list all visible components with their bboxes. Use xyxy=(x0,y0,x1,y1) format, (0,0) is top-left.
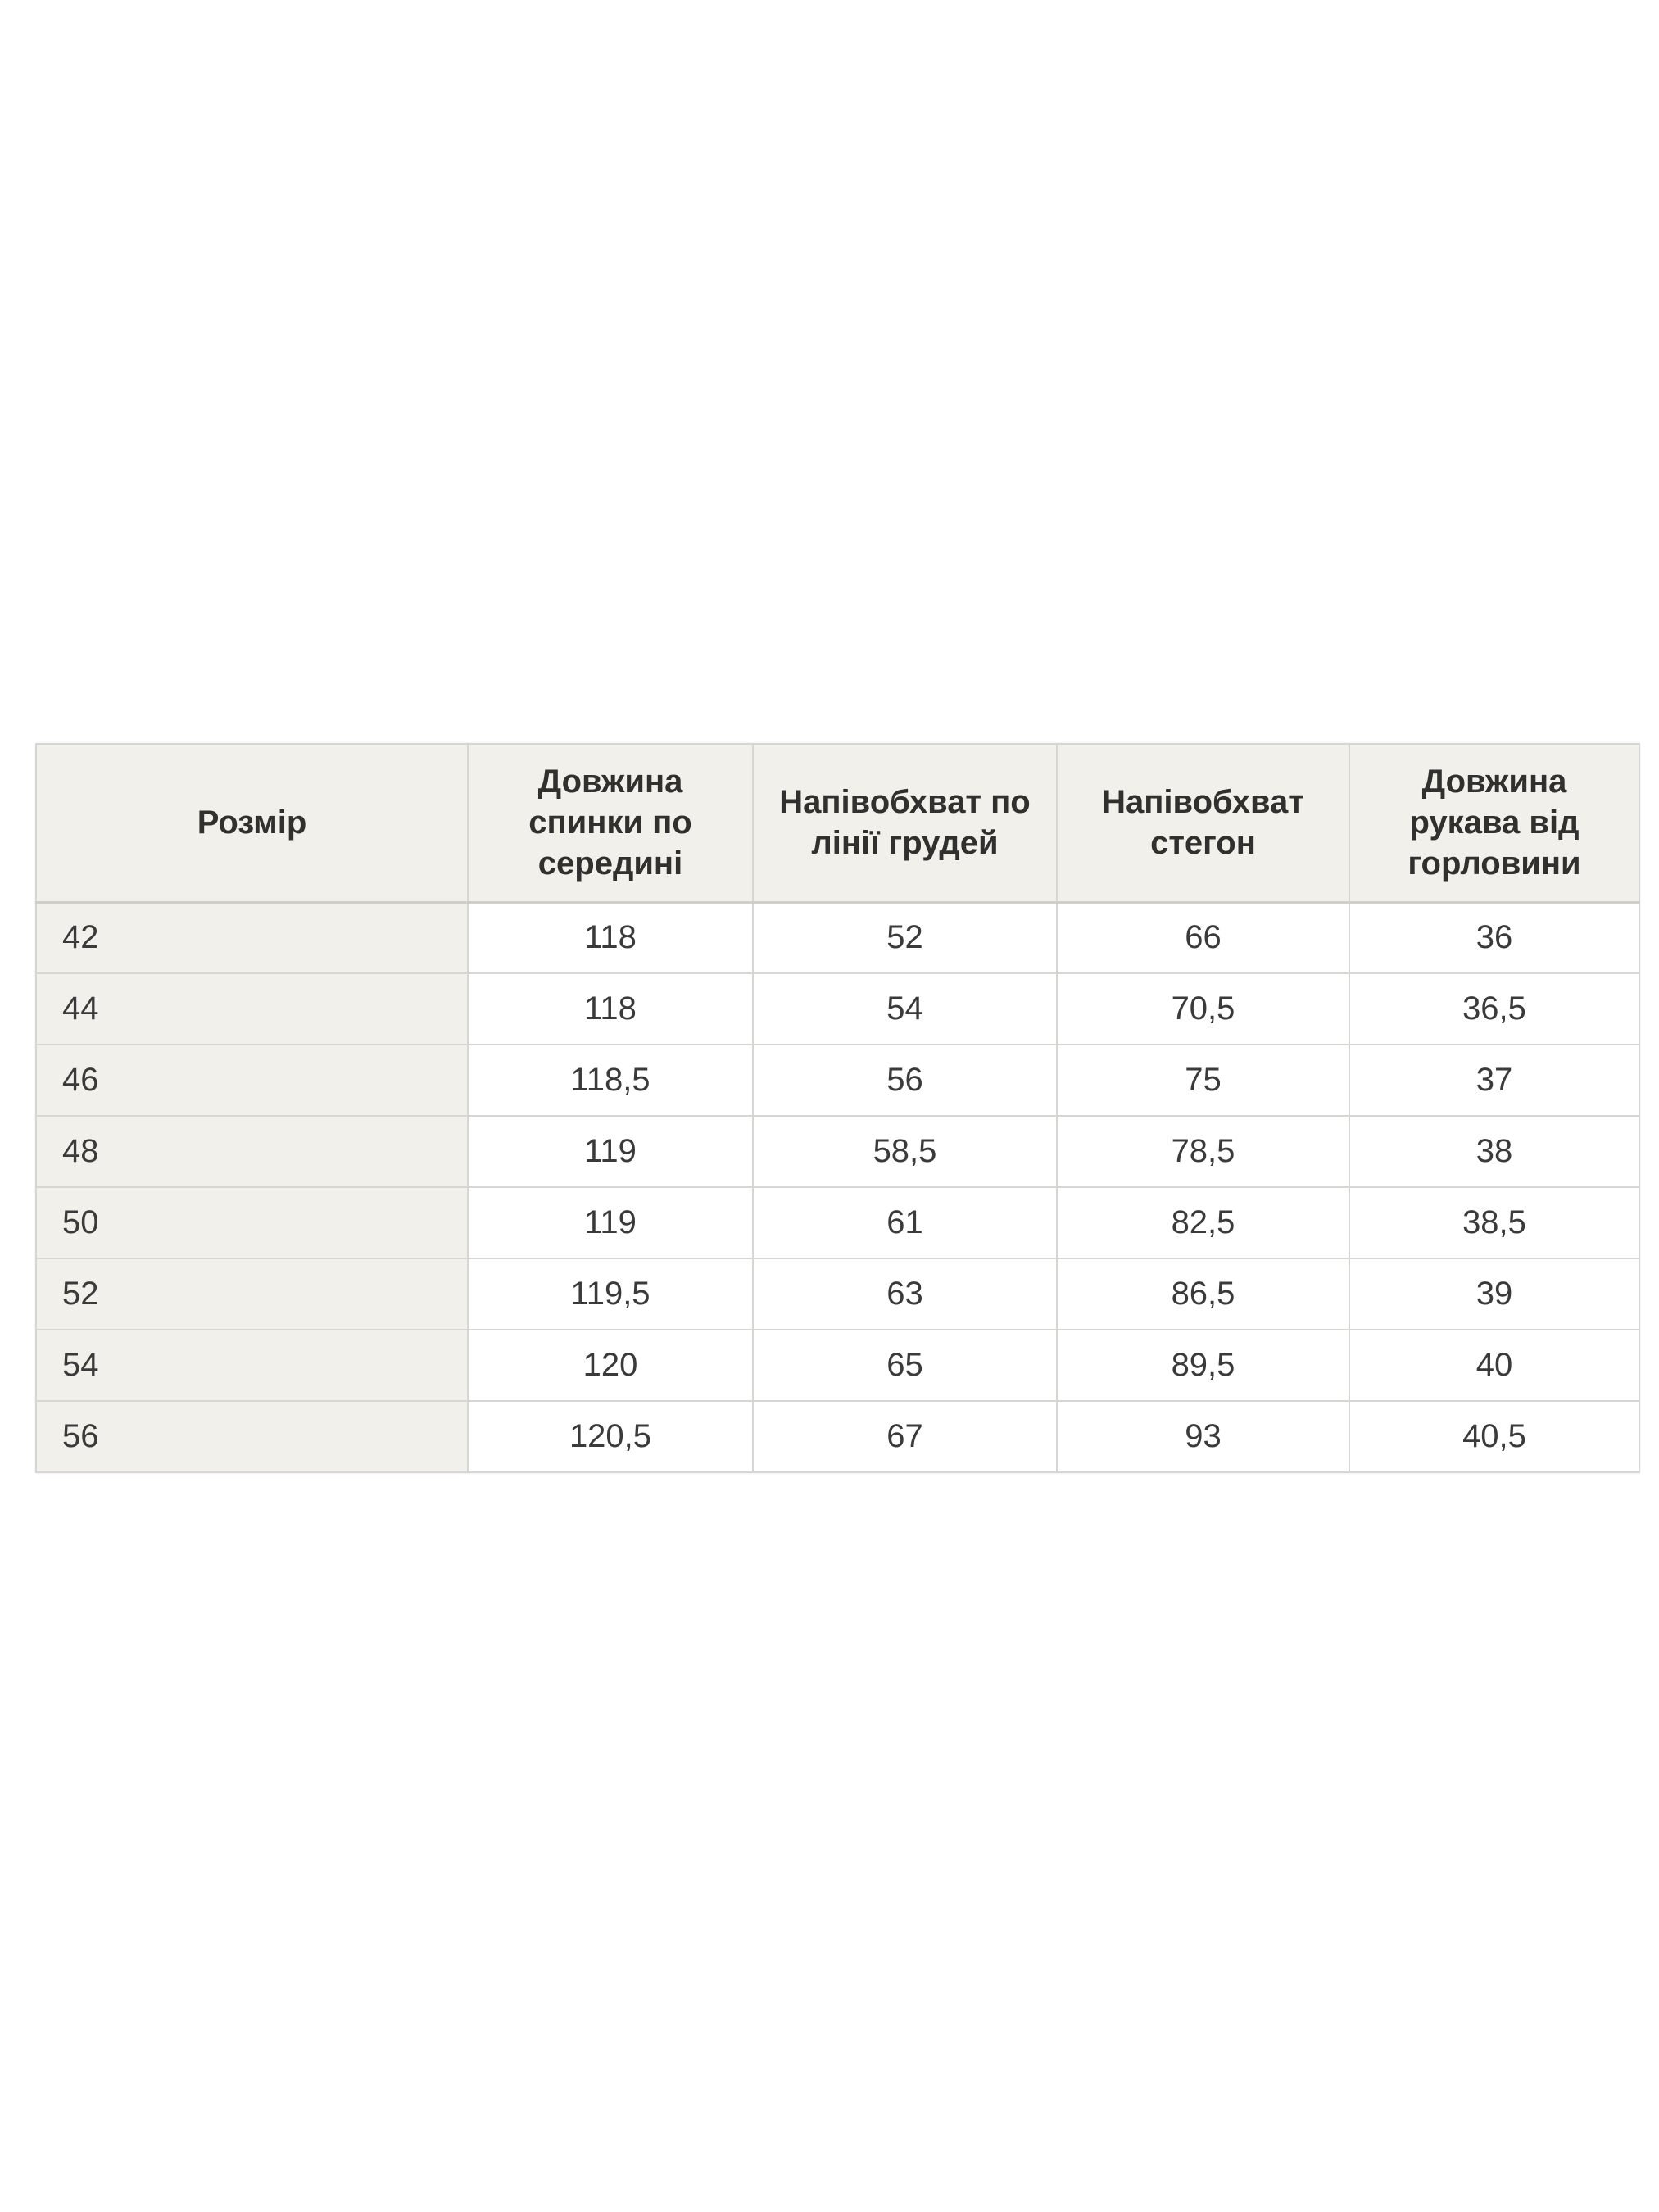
cell-chest-girth: 61 xyxy=(752,1186,1058,1259)
cell-chest-girth: 65 xyxy=(752,1329,1058,1402)
cell-chest-girth: 67 xyxy=(752,1400,1058,1473)
cell-sleeve-length: 38 xyxy=(1349,1115,1640,1188)
cell-size: 50 xyxy=(35,1186,469,1259)
table-row: 42 118 52 66 36 xyxy=(35,901,1640,974)
column-header-back-length: Довжина спинки по середині xyxy=(467,743,754,904)
cell-chest-girth: 63 xyxy=(752,1258,1058,1330)
cell-hip-girth: 78,5 xyxy=(1056,1115,1350,1188)
column-header-sleeve-length: Довжина рукава від горловини xyxy=(1349,743,1640,904)
table-row: 56 120,5 67 93 40,5 xyxy=(35,1400,1640,1473)
size-chart-table: Розмір Довжина спинки по середині Напіво… xyxy=(35,743,1640,1473)
table-row: 52 119,5 63 86,5 39 xyxy=(35,1258,1640,1330)
cell-sleeve-length: 37 xyxy=(1349,1044,1640,1117)
table-row: 54 120 65 89,5 40 xyxy=(35,1329,1640,1402)
cell-chest-girth: 58,5 xyxy=(752,1115,1058,1188)
cell-sleeve-length: 38,5 xyxy=(1349,1186,1640,1259)
cell-sleeve-length: 36 xyxy=(1349,901,1640,974)
cell-back-length: 118 xyxy=(467,972,754,1045)
cell-sleeve-length: 39 xyxy=(1349,1258,1640,1330)
cell-sleeve-length: 36,5 xyxy=(1349,972,1640,1045)
cell-back-length: 118,5 xyxy=(467,1044,754,1117)
cell-size: 42 xyxy=(35,901,469,974)
table-row: 50 119 61 82,5 38,5 xyxy=(35,1186,1640,1259)
cell-back-length: 118 xyxy=(467,901,754,974)
cell-hip-girth: 82,5 xyxy=(1056,1186,1350,1259)
cell-hip-girth: 86,5 xyxy=(1056,1258,1350,1330)
cell-hip-girth: 93 xyxy=(1056,1400,1350,1473)
cell-hip-girth: 66 xyxy=(1056,901,1350,974)
header-row: Розмір Довжина спинки по середині Напіво… xyxy=(35,743,1640,904)
cell-hip-girth: 70,5 xyxy=(1056,972,1350,1045)
cell-back-length: 119,5 xyxy=(467,1258,754,1330)
table-row: 44 118 54 70,5 36,5 xyxy=(35,972,1640,1045)
cell-size: 44 xyxy=(35,972,469,1045)
column-header-hip-girth: Напівобхват стегон xyxy=(1056,743,1350,904)
cell-size: 52 xyxy=(35,1258,469,1330)
cell-chest-girth: 52 xyxy=(752,901,1058,974)
cell-sleeve-length: 40 xyxy=(1349,1329,1640,1402)
cell-sleeve-length: 40,5 xyxy=(1349,1400,1640,1473)
cell-back-length: 119 xyxy=(467,1115,754,1188)
cell-back-length: 119 xyxy=(467,1186,754,1259)
cell-size: 46 xyxy=(35,1044,469,1117)
cell-size: 48 xyxy=(35,1115,469,1188)
cell-chest-girth: 56 xyxy=(752,1044,1058,1117)
cell-hip-girth: 75 xyxy=(1056,1044,1350,1117)
cell-back-length: 120 xyxy=(467,1329,754,1402)
cell-hip-girth: 89,5 xyxy=(1056,1329,1350,1402)
table-row: 48 119 58,5 78,5 38 xyxy=(35,1115,1640,1188)
column-header-size: Розмір xyxy=(35,743,469,904)
cell-chest-girth: 54 xyxy=(752,972,1058,1045)
cell-size: 54 xyxy=(35,1329,469,1402)
cell-back-length: 120,5 xyxy=(467,1400,754,1473)
table-row: 46 118,5 56 75 37 xyxy=(35,1044,1640,1117)
cell-size: 56 xyxy=(35,1400,469,1473)
size-chart-container: Розмір Довжина спинки по середині Напіво… xyxy=(35,743,1640,1473)
column-header-chest-girth: Напівобхват по лінії грудей xyxy=(752,743,1058,904)
